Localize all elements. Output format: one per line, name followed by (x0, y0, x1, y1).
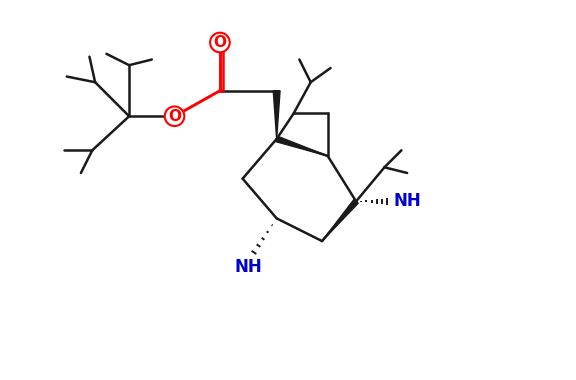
Text: O: O (168, 109, 181, 124)
Polygon shape (322, 200, 358, 241)
Polygon shape (276, 136, 328, 156)
Text: NH: NH (393, 192, 421, 211)
Polygon shape (273, 91, 280, 139)
Text: NH: NH (234, 258, 262, 276)
Text: O: O (214, 35, 226, 50)
